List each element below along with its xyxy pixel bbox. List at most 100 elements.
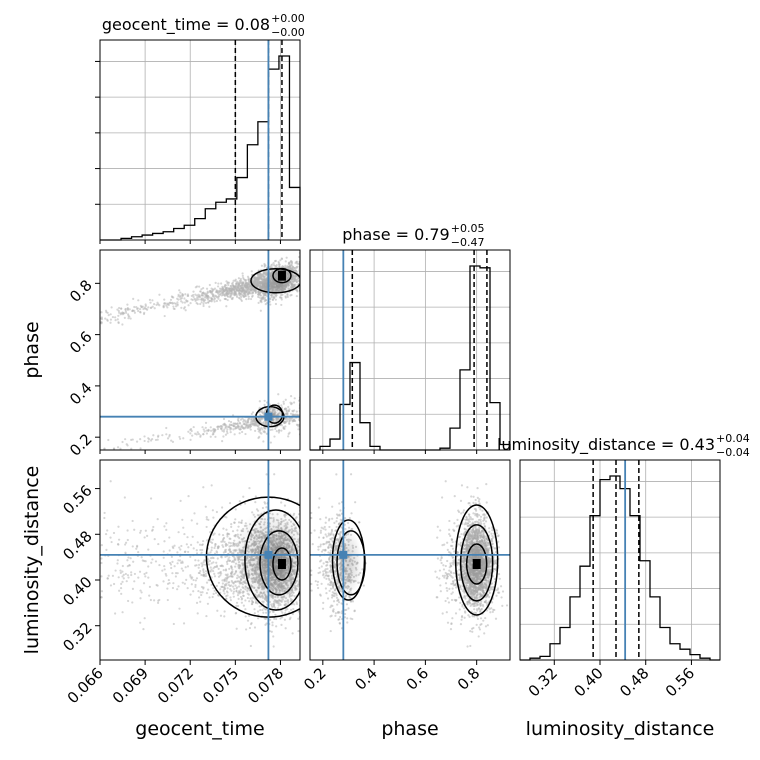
sample-point [246,426,249,430]
sample-point [236,425,239,428]
sample-point [250,603,254,606]
sample-point [241,288,244,292]
sample-point [290,260,293,263]
sample-point [178,289,181,292]
sample-point [297,428,300,431]
sample-point [263,262,266,266]
hist-frame [99,39,301,241]
sample-point [208,283,211,287]
sample-point [238,590,241,593]
sample-point [215,561,218,564]
sample-point [210,300,213,303]
sample-point [154,438,158,442]
sample-point [238,432,241,435]
sample-point [177,293,180,296]
sample-point [217,567,220,570]
sample-point [129,557,132,560]
sample-point [219,588,222,591]
sample-point [178,546,181,549]
sample-point [228,545,231,548]
sample-point [215,510,218,514]
sample-point [261,298,264,301]
sample-point [221,565,225,568]
sample-point [223,293,226,296]
sample-point [293,409,296,412]
sample-point [229,596,232,599]
sample-point [212,516,215,519]
sample-point [165,528,168,531]
sample-point [234,508,237,511]
sample-point [124,311,128,314]
sample-point [287,405,290,409]
sample-point [257,617,260,620]
sample-point [155,303,158,306]
sample-point [191,298,194,302]
sample-point [128,308,131,311]
sample-point [100,561,103,565]
sample-point [133,580,136,583]
sample-point [201,548,204,552]
sample-point [274,264,277,268]
sample-point [131,309,134,312]
sample-point [263,300,266,303]
sample-point [223,586,226,589]
sample-point [227,541,231,544]
sample-point [111,315,115,319]
sample-point [263,272,267,275]
sample-point [148,438,151,441]
sample-point [250,423,254,426]
sample-point [235,282,238,286]
sample-point [261,608,264,612]
sample-point [180,300,183,303]
sample-point [221,292,225,295]
sample-point [202,302,205,305]
sample-point [205,515,208,519]
sample-point [230,566,233,569]
sample-point [179,499,182,503]
sample-point [280,298,283,301]
sample-point [284,609,287,612]
sample-point [199,591,202,594]
sample-point [163,298,166,301]
sample-point [277,260,280,263]
sample-point [285,417,288,420]
sample-point [254,291,257,295]
sample-point [259,293,262,297]
sample-point [284,260,287,263]
sample-point [126,303,129,306]
sample-point [192,425,195,429]
sample-point [228,567,231,570]
sample-point [254,501,257,504]
sample-point [237,419,240,423]
sample-point [119,312,123,315]
sample-point [165,304,168,307]
sample-point [179,297,182,301]
sample-point [274,302,278,306]
sample-point [182,622,186,625]
truth-marker [264,412,273,421]
sample-point [191,434,194,437]
sample-point [274,606,277,609]
sample-point [117,321,120,324]
sample-point [171,440,175,443]
sample-point [201,591,204,594]
sample-point [126,308,130,311]
sample-point [256,278,260,281]
sample-point [255,508,259,511]
sample-point [155,583,158,587]
sample-point [128,564,131,567]
hist-frame [309,249,511,451]
sample-point [196,541,199,544]
sample-point [280,623,283,627]
sample-point [166,302,169,305]
sample-point [223,540,226,544]
sample-point [162,556,165,559]
sample-point [184,293,187,296]
sample-point [193,512,196,515]
sample-point [109,480,112,483]
sample-point [261,274,264,277]
sample-point [121,323,124,326]
sample-point [132,297,135,300]
sample-point [209,291,212,294]
sample-point [187,430,190,433]
